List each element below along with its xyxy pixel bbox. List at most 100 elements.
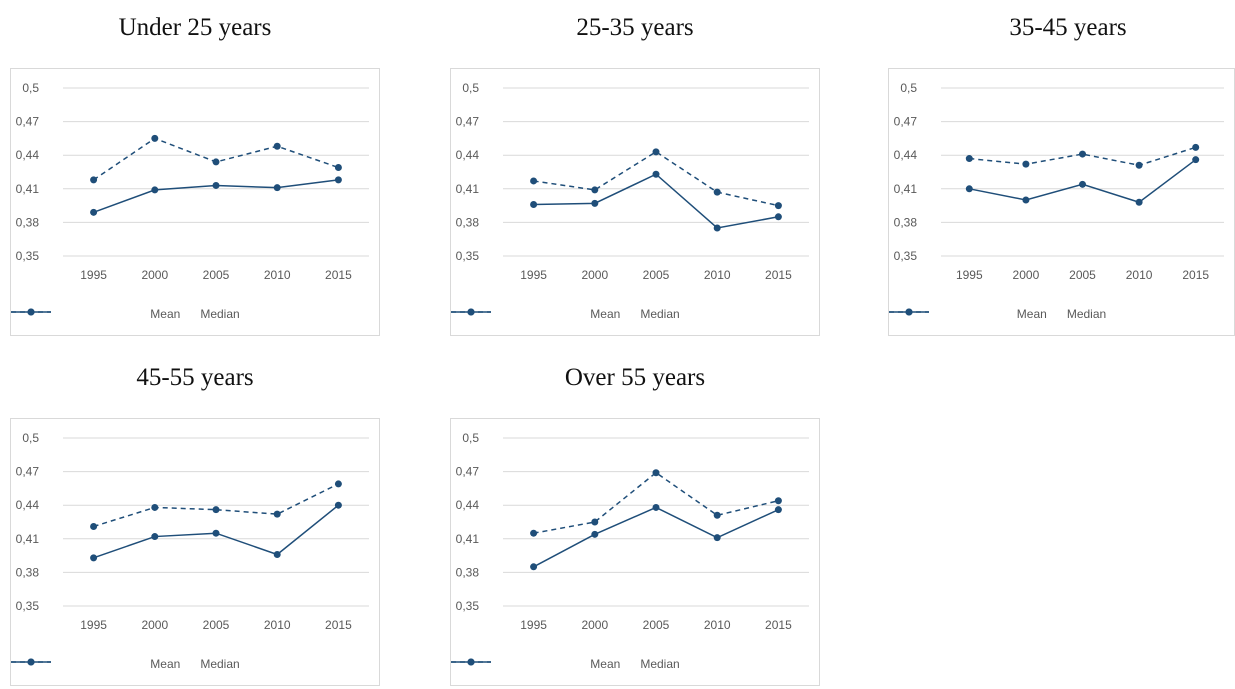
x-tick-label: 2000: [581, 268, 608, 282]
data-point-median: [334, 480, 342, 488]
legend-median-label: Median: [200, 657, 240, 671]
data-point-median: [774, 497, 782, 505]
y-tick-label: 0,47: [456, 465, 480, 479]
x-tick-label: 2010: [704, 268, 731, 282]
series-line-median: [533, 471, 779, 534]
data-point-median: [151, 503, 159, 511]
chart-legend: Mean Median: [889, 307, 1234, 321]
x-tick-label: 2000: [141, 268, 168, 282]
chart-plot: 0,5 0,47 0,44 0,41 0,38 0,35 1995 2000 2005 2010 2…: [456, 81, 809, 282]
chart-legend: Mean Median: [11, 657, 379, 671]
x-tick-label: 2005: [643, 268, 670, 282]
y-tick-label: 0,41: [456, 532, 480, 546]
data-point-median: [151, 134, 159, 142]
legend-mean-label: Mean: [590, 307, 621, 321]
chart-panel-over-55: 0,5 0,47 0,44 0,41 0,38 0,35 1995 2000 2005 2010 2…: [450, 418, 820, 686]
data-point-mean: [591, 530, 599, 538]
legend-median-swatch: [451, 658, 491, 666]
y-tick-label: 0,47: [16, 465, 40, 479]
y-tick-label: 0,41: [894, 182, 918, 196]
chart-title-over-55: Over 55 years: [564, 364, 706, 391]
data-point-median: [212, 506, 220, 514]
data-point-mean: [1192, 156, 1200, 164]
data-point-median: [652, 148, 660, 156]
x-tick-label: 2005: [203, 618, 230, 632]
x-tick-label: 2010: [264, 618, 291, 632]
y-tick-label: 0,35: [16, 249, 40, 263]
data-point-median: [1022, 160, 1030, 168]
data-point-mean: [652, 170, 660, 178]
chart-panel-under-25: 0,5 0,47 0,44 0,41 0,38 0,35 1995 2000 2005 2010 2…: [10, 68, 380, 336]
data-point-median: [591, 518, 599, 526]
chart-panel-45-55: 0,5 0,47 0,44 0,41 0,38 0,35 1995 2000 2005 2010 2…: [10, 418, 380, 686]
data-point-mean: [530, 563, 538, 571]
y-tick-label: 0,35: [16, 599, 40, 613]
x-tick-label: 2005: [203, 268, 230, 282]
data-point-mean: [965, 185, 973, 193]
legend-item-mean: Mean: [11, 657, 181, 671]
y-tick-label: 0,44: [16, 498, 40, 512]
x-tick-label: 2000: [1013, 268, 1040, 282]
x-tick-label: 2010: [264, 268, 291, 282]
data-point-mean: [90, 208, 98, 216]
y-tick-label: 0,44: [894, 148, 918, 162]
data-point-mean: [530, 200, 538, 208]
y-tick-label: 0,47: [16, 115, 40, 129]
x-tick-label: 2015: [765, 618, 792, 632]
data-point-median: [965, 155, 973, 163]
data-point-mean: [774, 213, 782, 221]
y-tick-label: 0,5: [22, 81, 39, 95]
data-point-median: [90, 522, 98, 530]
data-point-median: [652, 469, 660, 477]
chart-plot: 0,5 0,47 0,44 0,41 0,38 0,35 1995 2000 2005 2010 2…: [456, 431, 809, 632]
legend-mean-label: Mean: [150, 657, 181, 671]
x-tick-label: 1995: [80, 268, 107, 282]
data-point-mean: [334, 501, 342, 509]
data-point-median: [530, 177, 538, 185]
y-tick-label: 0,38: [16, 215, 40, 229]
data-point-mean: [151, 186, 159, 194]
legend-item-median: Median: [11, 657, 240, 671]
data-point-mean: [774, 506, 782, 514]
legend-median-label: Median: [640, 657, 680, 671]
data-point-mean: [1022, 196, 1030, 204]
data-point-mean: [591, 199, 599, 207]
legend-mean-label: Mean: [150, 307, 181, 321]
legend-median-swatch: [889, 308, 929, 316]
chart-panel-35-45: 0,5 0,47 0,44 0,41 0,38 0,35 1995 2000 2005 2010 2…: [888, 68, 1235, 336]
data-point-median: [1135, 161, 1143, 169]
legend-median-label: Median: [1066, 307, 1107, 321]
x-tick-label: 2000: [581, 618, 608, 632]
data-point-median: [273, 142, 281, 150]
data-point-median: [713, 511, 721, 519]
chart-plot: 0,5 0,47 0,44 0,41 0,38 0,35 1995 2000 2005 2010 2…: [894, 81, 1224, 282]
y-tick-label: 0,38: [894, 215, 918, 229]
data-point-mean: [713, 224, 721, 232]
y-tick-label: 0,44: [456, 498, 480, 512]
legend-item-median: Median: [11, 307, 240, 321]
y-tick-label: 0,35: [894, 249, 918, 263]
legend-item-mean: Mean: [11, 307, 181, 321]
series-line-median: [969, 146, 1196, 167]
x-tick-label: 2015: [1182, 268, 1209, 282]
data-point-median: [1192, 143, 1200, 151]
legend-mean-label: Mean: [1016, 307, 1047, 321]
y-tick-label: 0,44: [456, 148, 480, 162]
data-point-mean: [713, 534, 721, 542]
y-tick-label: 0,5: [22, 431, 39, 445]
legend-median-swatch: [451, 308, 491, 316]
data-point-median: [774, 202, 782, 210]
chart-title-35-45: 35-45 years: [1009, 14, 1127, 41]
data-point-median: [90, 176, 98, 184]
x-tick-label: 2015: [325, 618, 352, 632]
y-tick-label: 0,5: [462, 81, 479, 95]
chart-title-under-25: Under 25 years: [118, 14, 272, 41]
y-tick-label: 0,38: [456, 215, 480, 229]
legend-item-mean: Mean: [451, 307, 621, 321]
x-tick-label: 2010: [1126, 268, 1153, 282]
legend-item-median: Median: [451, 657, 680, 671]
data-point-mean: [273, 550, 281, 558]
series-line-mean: [533, 506, 779, 568]
y-tick-label: 0,44: [16, 148, 40, 162]
data-point-mean: [151, 533, 159, 541]
